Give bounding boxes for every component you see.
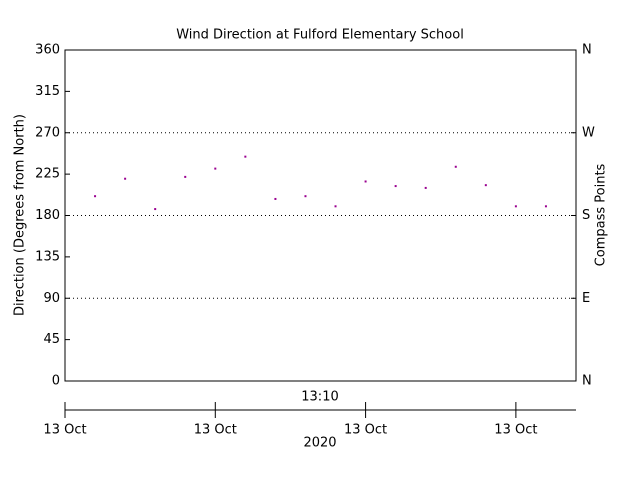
chart-title: Wind Direction at Fulford Elementary Sch… [176,28,464,43]
point [454,165,457,168]
x-tick-label: 13 Oct [43,423,86,438]
y2-tick-label: W [582,125,595,140]
point [514,205,517,208]
point [364,180,367,183]
point [154,208,157,211]
point [484,184,487,187]
point [334,205,337,208]
y2-tick-label: E [582,291,590,306]
x-tick-label: 13 Oct [194,423,237,438]
y-tick-label: 180 [35,208,60,223]
point [244,155,247,158]
point [274,197,277,200]
y-tick-label: 90 [43,291,60,306]
point [214,167,217,170]
y2-tick-label: N [582,43,592,58]
y2-axis-label: Compass Points [594,163,609,266]
y-tick-label: 45 [43,332,60,347]
point [544,205,547,208]
y-tick-label: 0 [52,374,60,389]
point [304,195,307,198]
year-label: 2020 [303,436,336,451]
y2-tick-label: S [582,208,590,223]
y-axis-label: Direction (Degrees from North) [13,114,28,316]
x-tick-label: 13 Oct [494,423,537,438]
y2-tick-label: N [582,374,592,389]
point [184,175,187,178]
y-tick-label: 315 [35,84,60,99]
point [124,177,127,180]
point [94,195,97,198]
point [394,185,397,188]
y-tick-label: 360 [35,43,60,58]
y-tick-label: 135 [35,249,60,264]
x-tick-label: 13 Oct [344,423,387,438]
point [424,186,427,189]
time-label: 13:10 [301,390,338,405]
y-tick-label: 225 [35,167,60,182]
y-tick-label: 270 [35,125,60,140]
